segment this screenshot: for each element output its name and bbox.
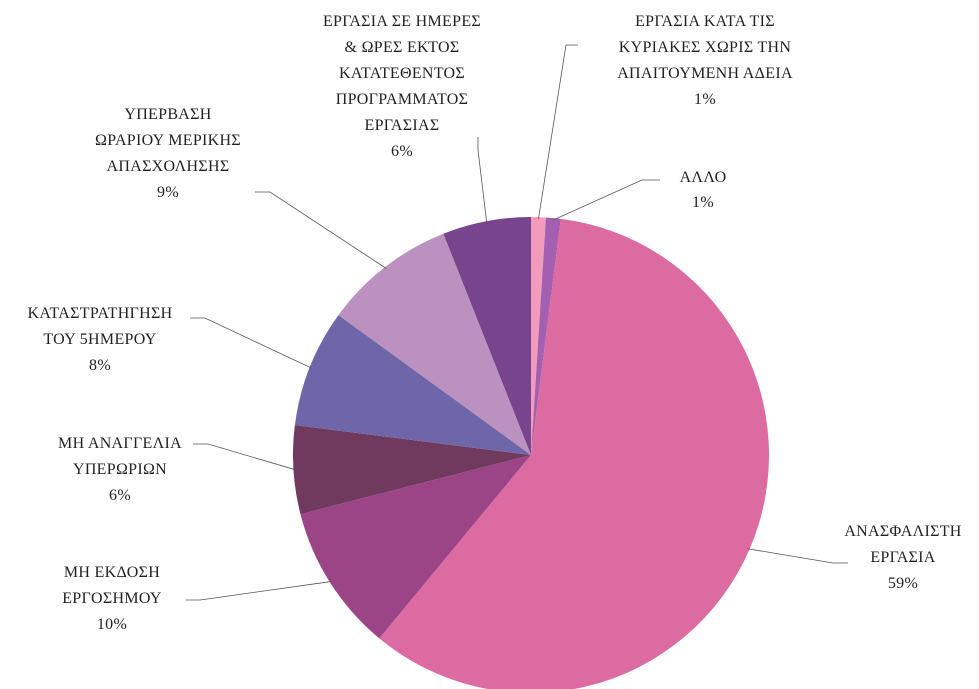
pie-slice bbox=[294, 315, 531, 455]
pie-slice bbox=[379, 218, 769, 689]
pie-slice bbox=[338, 233, 531, 455]
leader-line bbox=[747, 548, 848, 564]
slice-label: ΑΛΛΟ bbox=[679, 169, 727, 186]
slice-percent: 1% bbox=[694, 91, 716, 108]
leader-line bbox=[186, 581, 332, 601]
leader-line bbox=[553, 179, 660, 221]
slice-percent: 9% bbox=[157, 184, 179, 201]
slice-label: ΚΑΤΑΣΤΡΑΤΗΓΗΣΗ ΤΟΥ 5ΗΜΕΡΟΥ bbox=[27, 305, 173, 348]
leader-line bbox=[193, 443, 296, 471]
pie-slice bbox=[300, 455, 531, 639]
leader-line bbox=[477, 137, 488, 224]
leader-line bbox=[255, 191, 387, 269]
pie-slice bbox=[443, 217, 531, 455]
slice-label: ΥΠΕΡΒΑΣΗ ΩΡΑΡΙΟΥ ΜΕΡΙΚΗΣ ΑΠΑΣΧΟΛΗΣΗΣ bbox=[95, 106, 241, 175]
leader-line bbox=[190, 317, 312, 369]
pie-slice bbox=[293, 425, 531, 515]
slice-label: ΜΗ ΑΝΑΓΓΕΛΙΑ ΥΠΕΡΩΡΙΩΝ bbox=[58, 435, 182, 478]
pie-slice bbox=[531, 217, 561, 455]
slice-label: ΕΡΓΑΣΙΑ ΚΑΤΑ ΤΙΣ ΚΥΡΙΑΚΕΣ ΧΩΡΙΣ ΤΗΝ ΑΠΑΙ… bbox=[617, 13, 793, 82]
leader-line bbox=[538, 44, 578, 220]
slice-label: ΕΡΓΑΣΙΑ ΣΕ ΗΜΕΡΕΣ & ΩΡΕΣ ΕΚΤΟΣ ΚΑΤΑΤΕΘΕΝ… bbox=[322, 13, 482, 134]
slice-percent: 6% bbox=[391, 143, 413, 160]
slice-label: ΜΗ ΕΚΔΟΣΗ ΕΡΓΟΣΗΜΟΥ bbox=[62, 564, 162, 607]
slice-percent: 8% bbox=[89, 357, 111, 374]
slice-percent: 1% bbox=[692, 194, 714, 211]
slice-percent: 6% bbox=[109, 487, 131, 504]
slice-label: ΑΝΑΣΦΑΛΙΣΤΗ ΕΡΓΑΣΙΑ bbox=[844, 523, 962, 566]
pie-slice bbox=[531, 217, 546, 455]
slice-percent: 10% bbox=[96, 616, 128, 633]
slice-percent: 59% bbox=[887, 575, 919, 592]
